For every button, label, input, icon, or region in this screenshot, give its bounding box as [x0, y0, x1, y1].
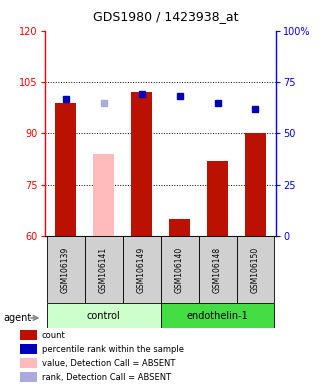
- Text: GSM106139: GSM106139: [61, 247, 70, 293]
- Bar: [20, 330, 37, 340]
- Bar: [169, 219, 190, 236]
- Text: percentile rank within the sample: percentile rank within the sample: [42, 345, 184, 354]
- Bar: [245, 134, 266, 236]
- Text: endothelin-1: endothelin-1: [187, 311, 248, 321]
- Text: GSM106149: GSM106149: [137, 247, 146, 293]
- Text: agent: agent: [3, 313, 31, 323]
- Bar: [131, 92, 152, 236]
- Bar: [161, 236, 199, 303]
- Bar: [207, 161, 228, 236]
- Bar: [47, 303, 161, 328]
- Text: value, Detection Call = ABSENT: value, Detection Call = ABSENT: [42, 359, 175, 367]
- Text: GSM106141: GSM106141: [99, 247, 108, 293]
- Text: GSM106150: GSM106150: [251, 247, 260, 293]
- Bar: [47, 236, 84, 303]
- Bar: [93, 154, 114, 236]
- Text: GSM106148: GSM106148: [213, 247, 222, 293]
- Text: GDS1980 / 1423938_at: GDS1980 / 1423938_at: [93, 10, 238, 23]
- Text: count: count: [42, 331, 65, 340]
- Bar: [122, 236, 161, 303]
- Bar: [199, 236, 237, 303]
- Bar: [161, 303, 274, 328]
- Bar: [20, 344, 37, 354]
- Text: control: control: [87, 311, 120, 321]
- Bar: [20, 358, 37, 368]
- Bar: [84, 236, 122, 303]
- Bar: [20, 372, 37, 382]
- Text: rank, Detection Call = ABSENT: rank, Detection Call = ABSENT: [42, 372, 171, 382]
- Bar: [237, 236, 274, 303]
- Bar: [55, 103, 76, 236]
- Text: GSM106140: GSM106140: [175, 247, 184, 293]
